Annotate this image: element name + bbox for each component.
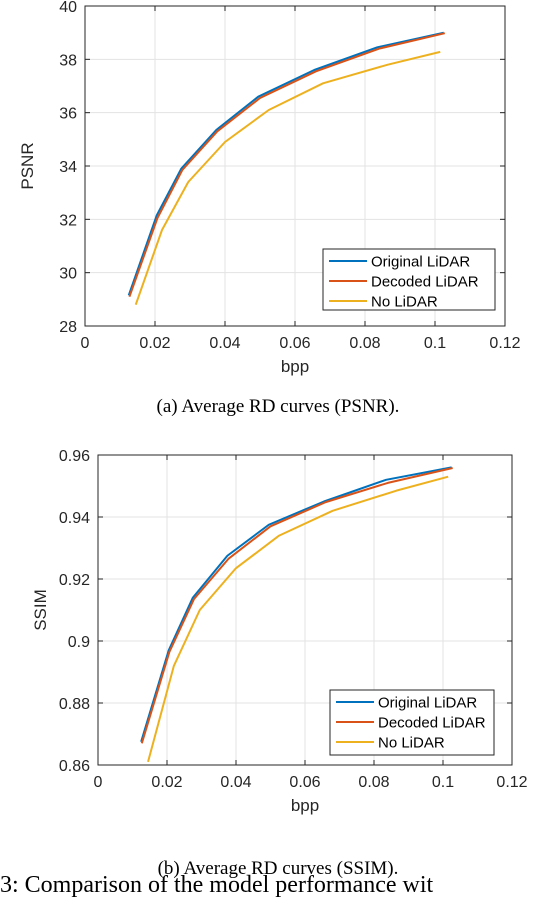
- x-axis-label: bpp: [291, 796, 319, 815]
- y-axis-label: PSNR: [18, 142, 37, 189]
- x-tick-label: 0.06: [289, 774, 320, 791]
- y-tick-label: 34: [59, 159, 77, 176]
- series-line-decoded-lidar: [140, 467, 453, 744]
- psnr-chart: 0 0.02 0.04 0.06 0.08 0.1 0.12 28 30 32 34 36 38 40 bp…: [18, 0, 521, 376]
- series-line-original-lidar: [140, 466, 452, 743]
- series-line-decoded-lidar: [128, 32, 446, 298]
- legend-label: Decoded LiDAR: [378, 715, 486, 732]
- bottom-caption-text: 3: Comparison of the model performance w…: [0, 872, 434, 898]
- plot-area-frame: [84, 5, 506, 327]
- legend-label: Decoded LiDAR: [371, 274, 479, 291]
- legend-label: No LiDAR: [371, 294, 438, 311]
- x-axis-label: bpp: [281, 357, 309, 376]
- x-tick-label: 0.02: [139, 335, 170, 352]
- x-tick-label: 0.1: [424, 335, 446, 352]
- y-tick-label: 30: [59, 266, 77, 283]
- caption-a: (a) Average RD curves (PSNR).: [156, 396, 400, 417]
- x-tick-label: 0.08: [349, 335, 380, 352]
- y-tick-label: 36: [59, 106, 77, 123]
- y-tick-label: 0.92: [59, 572, 90, 589]
- y-tick-label: 0.86: [59, 758, 90, 775]
- series-line-no-lidar: [134, 50, 441, 306]
- legend-box: [322, 248, 496, 311]
- y-tick-label: 0.9: [68, 634, 90, 651]
- caption-b: (b) Average RD curves (SSIM).: [157, 858, 399, 879]
- x-tick-label: 0.08: [358, 774, 389, 791]
- legend-label: Original LiDAR: [371, 254, 470, 271]
- y-tick-label: 38: [59, 52, 77, 69]
- x-tick-label: 0.06: [279, 335, 310, 352]
- x-tick-label: 0.04: [209, 335, 240, 352]
- y-tick-label: 0.96: [59, 448, 90, 465]
- y-axis-label: SSIM: [31, 589, 50, 631]
- series-line-original-lidar: [127, 31, 444, 296]
- x-tick-label: 0.12: [489, 335, 520, 352]
- x-tick-label: 0.04: [220, 774, 251, 791]
- x-tick-label: 0.02: [151, 774, 182, 791]
- y-tick-label: 28: [59, 319, 77, 336]
- ssim-chart: 0 0.02 0.04 0.06 0.08 0.1 0.12 0.86 0.88 0.9 0.92 0…: [31, 448, 528, 815]
- x-tick-label: 0: [94, 774, 103, 791]
- y-tick-label: 0.88: [59, 696, 90, 713]
- plot-area-frame: [97, 454, 513, 766]
- y-tick-label: 0.94: [59, 510, 90, 527]
- x-tick-label: 0.1: [432, 774, 454, 791]
- series-line-no-lidar: [147, 475, 449, 763]
- legend-label: Original LiDAR: [378, 695, 477, 712]
- x-tick-label: 0.12: [496, 774, 527, 791]
- legend-label: No LiDAR: [378, 735, 445, 752]
- x-tick-label: 0: [81, 335, 90, 352]
- y-tick-label: 40: [59, 0, 77, 16]
- y-tick-label: 32: [59, 212, 77, 229]
